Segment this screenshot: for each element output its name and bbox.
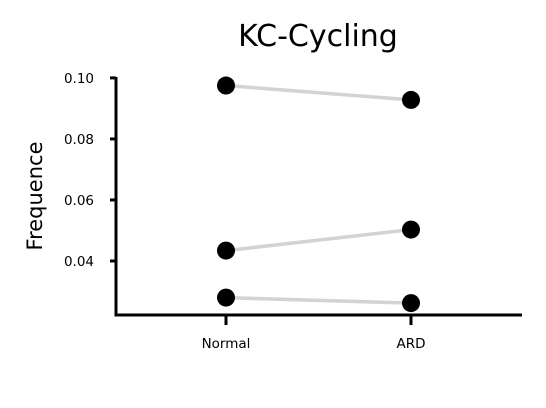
y-tick-label: 0.10	[64, 71, 94, 87]
x-tick-label: ARD	[396, 336, 425, 352]
tick-labels: 0.04 0.06 0.08 0.10 Normal ARD	[64, 71, 426, 352]
data-point	[217, 76, 235, 95]
x-tick-label: Normal	[202, 336, 251, 352]
y-tick-label: 0.06	[64, 193, 94, 209]
axes	[110, 76, 522, 325]
data-point	[217, 241, 235, 260]
series-points	[217, 76, 420, 313]
y-axis-label: Frequence	[23, 142, 47, 251]
data-point	[217, 288, 235, 307]
series-line	[224, 227, 413, 253]
series-line	[224, 295, 413, 305]
series-lines	[224, 83, 413, 305]
y-tick-label: 0.08	[64, 132, 94, 148]
chart-title: KC-Cycling	[238, 19, 398, 54]
data-point	[402, 220, 420, 239]
series-line	[224, 83, 413, 102]
data-point	[402, 90, 420, 109]
data-point	[402, 294, 420, 313]
y-tick-label: 0.04	[64, 254, 94, 270]
